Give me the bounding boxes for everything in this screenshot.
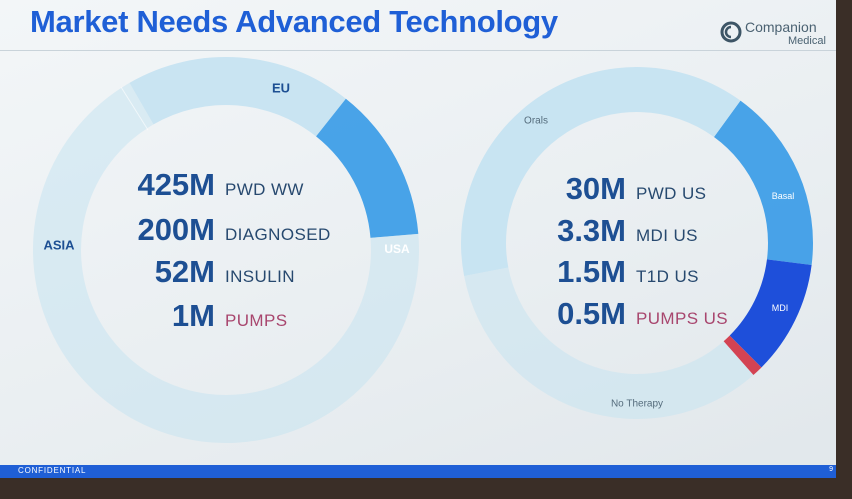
right-segment-mdi	[729, 259, 812, 368]
right-segment-basal	[713, 100, 814, 266]
left-stat-value: 52M	[154, 254, 215, 289]
right-stat-row: 30M PWD US	[520, 171, 706, 207]
right-stat-value: 1.5M	[557, 254, 626, 289]
left-stat-label-pumps: PUMPS	[225, 311, 288, 330]
right-segment-orals	[461, 66, 741, 276]
right-stat-row: 1.5M T1D US	[520, 254, 699, 290]
right-stat-value: 30M	[565, 171, 626, 206]
footer-bar: CONFIDENTIAL 9	[0, 465, 836, 478]
left-stat-row: 200M DIAGNOSED	[100, 212, 331, 248]
right-stat-label-pumps: PUMPS US	[636, 309, 728, 328]
right-stat-row: 0.5M PUMPS US	[520, 296, 728, 332]
left-segment-divider	[120, 86, 149, 131]
left-donut-segments	[33, 56, 420, 444]
left-stat-row: 52M INSULIN	[100, 254, 295, 290]
company-logo: Companion Medical	[720, 19, 830, 52]
left-label-usa: USA	[384, 242, 410, 256]
page-number: 9	[829, 466, 833, 473]
left-stat-value: 1M	[171, 298, 215, 333]
right-segment-pumps-accent	[723, 335, 762, 376]
left-stat-label: DIAGNOSED	[225, 225, 331, 244]
confidential-label: CONFIDENTIAL	[18, 466, 87, 475]
left-stat-value: 200M	[137, 212, 215, 247]
left-stat-label: PWD WW	[225, 180, 304, 199]
left-segment-usa	[316, 98, 419, 238]
left-stat-value: 425M	[137, 167, 215, 202]
slide-title: Market Needs Advanced Technology	[30, 4, 558, 39]
right-stat-row: 3.3M MDI US	[520, 213, 698, 249]
right-donut-segments	[461, 66, 814, 420]
right-label-orals: Orals	[524, 115, 548, 127]
title-divider	[0, 50, 836, 51]
right-stat-value: 3.3M	[557, 213, 626, 248]
left-label-asia: ASIA	[43, 237, 75, 253]
left-stat-row: 1M PUMPS	[100, 298, 287, 334]
right-label-basal: Basal	[771, 191, 795, 201]
left-donut-chart	[33, 56, 420, 444]
right-donut-chart	[461, 66, 814, 420]
slide: Market Needs Advanced Technology Compani…	[0, 0, 836, 478]
right-stat-label: PWD US	[636, 184, 707, 203]
logo-wordmark: Companion	[745, 19, 817, 35]
left-label-eu: EU	[271, 80, 291, 96]
left-stat-label: INSULIN	[225, 267, 295, 286]
right-stat-value: 0.5M	[557, 296, 626, 331]
logo-subtitle: Medical	[788, 35, 826, 47]
right-label-no-therapy: No Therapy	[610, 398, 664, 410]
right-stat-label: MDI US	[636, 226, 698, 245]
right-label-mdi: MDI	[771, 303, 789, 313]
left-stat-row: 425M PWD WW	[100, 167, 304, 203]
right-segment-no-therapy	[464, 267, 754, 420]
companion-logo-icon	[720, 21, 742, 43]
left-segment-eu	[129, 56, 346, 137]
right-stat-label: T1D US	[636, 267, 699, 286]
